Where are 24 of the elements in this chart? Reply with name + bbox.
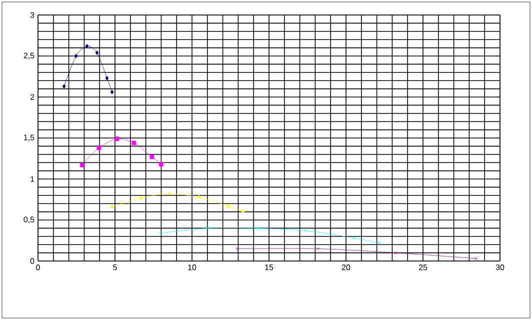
point (96, 146, 102, 150)
point (110, 90, 114, 94)
point (95, 50, 99, 55)
point (316, 247, 320, 250)
point (105, 76, 109, 80)
point (352, 236, 356, 240)
point (150, 154, 154, 160)
point (226, 204, 230, 208)
point (74, 54, 78, 58)
point (241, 208, 245, 212)
point (206, 226, 210, 230)
point (197, 194, 201, 198)
point (139, 196, 143, 200)
point (80, 162, 84, 168)
point (110, 204, 114, 208)
point (158, 162, 164, 166)
point (62, 84, 66, 89)
point (167, 192, 171, 195)
point (255, 226, 259, 230)
point (394, 251, 398, 254)
point (85, 44, 89, 48)
point (132, 140, 136, 146)
point (114, 136, 120, 142)
point (304, 229, 308, 232)
